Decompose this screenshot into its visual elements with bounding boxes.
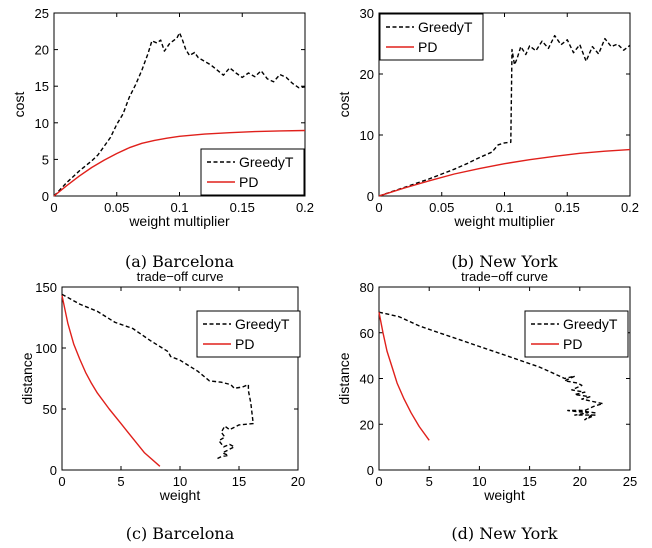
y-tick-label: 15 <box>35 79 49 94</box>
series-line-greedyt <box>61 293 254 460</box>
y-tick-label: 20 <box>360 417 374 432</box>
x-tick-label: 0.05 <box>429 200 454 215</box>
y-axis-label: cost <box>11 92 27 118</box>
legend-box <box>200 148 305 196</box>
legend-label: PD <box>418 39 437 55</box>
y-axis-label: distance <box>336 352 352 404</box>
x-tick-label: 0.05 <box>104 200 129 215</box>
y-tick-label: 10 <box>35 116 49 131</box>
chart-panel: 0 0.05 0.1 0.15 0.2 0 10 20 30 weight multiplier c… <box>336 6 639 271</box>
x-tick-label: 0.2 <box>296 200 314 215</box>
x-axis-label: weight <box>483 487 525 503</box>
x-tick-label: 10 <box>472 474 486 489</box>
series-line-pd <box>378 148 631 197</box>
y-tick-label: 80 <box>360 280 374 295</box>
legend: GreedyT PD <box>379 13 484 61</box>
x-tick-label: 0.15 <box>555 200 580 215</box>
series-line-greedyt <box>53 32 306 197</box>
x-tick-label: 5 <box>117 474 124 489</box>
series-line-greedyt <box>378 311 604 421</box>
x-tick-label: 0.1 <box>170 200 188 215</box>
y-tick-label: 25 <box>35 6 49 21</box>
legend-label: PD <box>563 336 582 352</box>
figure-caption: (a) Barcelona <box>125 252 235 271</box>
legend: GreedyT PD <box>524 310 629 358</box>
y-tick-label: 150 <box>35 280 57 295</box>
x-tick-label: 0 <box>375 474 382 489</box>
x-tick-label: 0 <box>375 200 382 215</box>
x-tick-label: 0.2 <box>621 200 639 215</box>
series-line-greedyt <box>378 34 631 197</box>
series-line-pd <box>378 312 430 441</box>
x-tick-label: 0.1 <box>495 200 513 215</box>
x-tick-label: 0 <box>58 474 65 489</box>
y-tick-label: 20 <box>360 67 374 82</box>
x-axis-label: weight <box>159 487 201 503</box>
legend-label: GreedyT <box>235 316 290 332</box>
chart-panel: 0 5 10 15 20 25 0 20 40 60 80 weight distance trade−o… <box>336 269 637 543</box>
legend-box <box>196 310 301 358</box>
x-tick-label: 5 <box>426 474 433 489</box>
y-tick-label: 0 <box>42 189 49 204</box>
y-tick-label: 0 <box>367 463 374 478</box>
figure-caption: (c) Barcelona <box>126 524 235 543</box>
y-tick-label: 40 <box>360 372 374 387</box>
legend-label: PD <box>239 174 258 190</box>
y-tick-label: 50 <box>43 402 57 417</box>
y-tick-label: 10 <box>360 128 374 143</box>
chart-title: trade−off curve <box>461 269 548 284</box>
x-axis-label: weight multiplier <box>128 213 230 229</box>
figure-caption: (b) New York <box>451 252 558 271</box>
x-tick-label: 25 <box>623 474 637 489</box>
y-axis-label: cost <box>336 92 352 118</box>
y-tick-label: 20 <box>35 43 49 58</box>
figure-caption: (d) New York <box>451 524 558 543</box>
chart-title: trade−off curve <box>137 269 224 284</box>
x-tick-label: 15 <box>232 474 246 489</box>
y-tick-label: 60 <box>360 326 374 341</box>
y-tick-label: 5 <box>42 152 49 167</box>
legend-label: PD <box>235 336 254 352</box>
legend: GreedyT PD <box>200 148 305 196</box>
x-tick-label: 20 <box>573 474 587 489</box>
chart-panel: 0 5 10 15 20 0 50 100 150 weight distance trade−off… <box>19 269 305 543</box>
x-tick-label: 20 <box>291 474 305 489</box>
legend-label: GreedyT <box>418 19 473 35</box>
x-axis-label: weight multiplier <box>453 213 555 229</box>
x-tick-label: 10 <box>173 474 187 489</box>
y-axis-label: distance <box>19 352 35 404</box>
y-tick-label: 0 <box>367 189 374 204</box>
legend-label: GreedyT <box>239 154 294 170</box>
x-tick-label: 15 <box>522 474 536 489</box>
legend-label: GreedyT <box>563 316 618 332</box>
chart-panel: 0 0.05 0.1 0.15 0.2 0 5 10 15 20 25 weight multipli… <box>11 6 314 271</box>
y-tick-label: 0 <box>50 463 57 478</box>
legend-box <box>379 13 484 61</box>
legend-box <box>524 310 629 358</box>
legend: GreedyT PD <box>196 310 301 358</box>
x-tick-label: 0.15 <box>230 200 255 215</box>
series-line-pd <box>53 129 306 197</box>
series-line-pd <box>61 295 161 467</box>
x-tick-label: 0 <box>50 200 57 215</box>
y-tick-label: 30 <box>360 6 374 21</box>
y-tick-label: 100 <box>35 341 57 356</box>
